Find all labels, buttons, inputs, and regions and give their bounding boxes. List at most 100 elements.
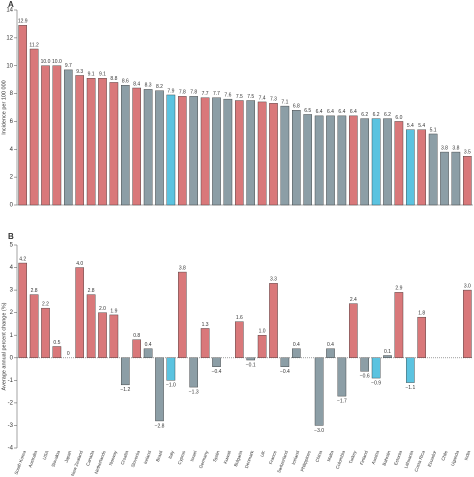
- bar: [291, 348, 301, 358]
- value-label: 10.0: [52, 59, 62, 65]
- panel-letter: A: [8, 0, 14, 9]
- bar: [109, 314, 119, 358]
- bar: [348, 115, 358, 206]
- value-label: 12.9: [18, 19, 28, 25]
- x-tick-label: South Korea: [13, 450, 26, 476]
- value-label: 0.1: [384, 349, 391, 355]
- value-label: 1.8: [418, 311, 425, 317]
- bar: [383, 118, 392, 206]
- value-label: −1.2: [120, 387, 130, 393]
- x-tick-label: France: [268, 450, 278, 465]
- value-label: 2.0: [99, 306, 106, 312]
- y-tick-label: 2: [10, 175, 14, 181]
- y-axis-label: Incidence per 100 000: [1, 80, 7, 134]
- bar: [63, 69, 73, 206]
- bar: [348, 303, 358, 358]
- value-label: 6.0: [395, 115, 402, 121]
- value-label: −0.9: [371, 380, 381, 386]
- bar: [132, 87, 142, 206]
- bar: [280, 357, 290, 367]
- y-tick-label: 2: [10, 310, 14, 316]
- x-tick-label: Croatia: [120, 450, 130, 466]
- bar: [120, 85, 130, 206]
- value-label: −0.4: [212, 369, 222, 375]
- y-tick-label: 5: [10, 243, 14, 249]
- x-tick-label: Canada: [85, 450, 95, 467]
- bar: [246, 100, 256, 206]
- x-tick-label: Costa Rica: [414, 450, 426, 473]
- bar: [143, 89, 153, 206]
- bar: [417, 129, 427, 206]
- bar: [189, 357, 199, 388]
- bar: [212, 97, 221, 206]
- bar: [155, 357, 164, 422]
- value-label: 4.2: [19, 256, 26, 262]
- x-tick-label: Slovakia: [50, 450, 61, 468]
- x-tick-label: Denmark: [244, 449, 255, 469]
- bar: [143, 348, 153, 358]
- x-tick-label: Germany: [198, 449, 209, 469]
- x-tick-label: Ecuador: [427, 450, 438, 468]
- value-label: 7.5: [236, 94, 243, 100]
- x-tick-label: Bulgaria: [233, 450, 244, 468]
- bar: [360, 357, 370, 372]
- y-tick-label: 8: [10, 91, 14, 97]
- x-tick-label: Norway: [108, 449, 118, 466]
- value-label: 7.9: [167, 88, 174, 94]
- x-tick-label: Malta: [326, 450, 335, 463]
- x-tick-label: Spain: [212, 450, 221, 463]
- value-label: 0.5: [53, 340, 60, 346]
- bar: [291, 110, 301, 206]
- value-label: 2.8: [88, 288, 95, 294]
- bar: [75, 75, 85, 206]
- value-label: 11.2: [29, 42, 39, 48]
- value-label: 6.4: [350, 109, 357, 115]
- value-label: 8.8: [110, 76, 117, 82]
- bar: [246, 357, 256, 361]
- y-tick-label: -4: [8, 446, 14, 452]
- bar: [257, 101, 267, 206]
- value-label: 1.6: [236, 315, 243, 321]
- bar: [109, 82, 119, 206]
- x-tick-label: Bahrain: [382, 450, 392, 467]
- value-label: 7.8: [190, 90, 197, 96]
- x-tick-label: Uganda: [450, 450, 460, 467]
- x-tick-label: Turkey: [348, 449, 358, 464]
- value-label: 2.2: [42, 301, 49, 307]
- value-label: 1.3: [202, 322, 209, 328]
- value-label: 6.4: [338, 109, 345, 115]
- bar: [75, 267, 85, 358]
- x-tick-label: Australia: [27, 450, 38, 469]
- bar: [177, 271, 187, 358]
- x-tick-label: New Zealand: [70, 450, 84, 477]
- value-label: 10.0: [41, 59, 51, 65]
- bar: [371, 118, 381, 206]
- bar: [314, 357, 324, 426]
- value-label: 8.3: [145, 83, 152, 89]
- bar: [462, 289, 472, 358]
- y-tick-label: 0: [10, 203, 14, 209]
- y-tick-label: 0: [10, 355, 14, 361]
- bar: [326, 348, 335, 358]
- bar: [200, 97, 210, 206]
- value-label: 5.4: [407, 123, 414, 129]
- bar: [428, 133, 438, 206]
- y-tick-label: 4: [10, 265, 14, 271]
- bar: [132, 339, 142, 358]
- value-label: 3.3: [270, 277, 277, 283]
- value-label: 8.2: [156, 84, 163, 90]
- x-tick-label: Switzerland: [276, 450, 289, 474]
- x-tick-label: Ireland: [143, 450, 153, 465]
- bar: [314, 115, 324, 206]
- value-label: 0.8: [133, 333, 140, 339]
- value-label: −1.1: [405, 385, 415, 391]
- bar: [269, 103, 278, 206]
- bar: [326, 115, 335, 206]
- value-label: 3.5: [464, 150, 471, 156]
- x-tick-label: Brazil: [155, 450, 164, 462]
- value-label: 4.0: [76, 261, 83, 267]
- value-label: 5.4: [418, 123, 425, 129]
- value-label: 3.8: [179, 265, 186, 271]
- bar: [269, 283, 278, 358]
